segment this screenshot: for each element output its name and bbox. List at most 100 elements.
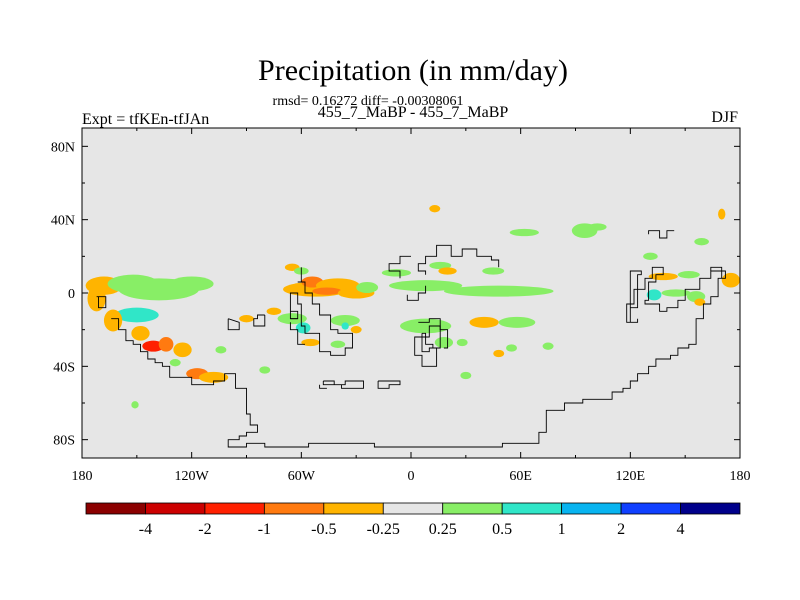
anomaly-region-60	[460, 371, 472, 380]
x-tick-label: 60W	[288, 469, 316, 484]
anomaly-region-26	[389, 280, 463, 292]
colorbar-label: 0.25	[429, 521, 457, 538]
anomaly-region-47	[295, 322, 311, 334]
anomaly-region-29	[429, 261, 452, 270]
colorbar-label: -2	[198, 521, 211, 538]
anomaly-region-30	[438, 267, 457, 275]
season-label: DJF	[711, 109, 738, 126]
colorbar-swatch-10	[680, 502, 741, 515]
coastline-15	[648, 230, 675, 239]
anomaly-region-39	[694, 238, 709, 246]
anomaly-region-6	[103, 309, 123, 332]
anomaly-region-17	[266, 307, 282, 316]
coastline-4	[289, 322, 305, 345]
colorbar-swatch-5	[382, 502, 444, 515]
anomaly-region-16	[239, 315, 254, 323]
x-tick-label: 180	[730, 469, 751, 484]
coastline-8	[418, 318, 449, 349]
anomaly-region-12	[198, 371, 229, 383]
anomaly-region-45	[694, 298, 706, 306]
coastline-9	[253, 314, 266, 327]
anomaly-region-50	[301, 338, 320, 347]
anomaly-region-4	[169, 276, 214, 292]
anomaly-region-9	[158, 337, 174, 352]
anomaly-fields	[85, 205, 740, 409]
anomaly-region-36	[643, 252, 658, 260]
experiment-label: Expt = tfKEn-tfJAn	[82, 111, 210, 128]
anomaly-region-28	[381, 269, 411, 277]
coastline-11	[319, 384, 327, 389]
anomaly-region-57	[493, 349, 505, 358]
anomaly-region-52	[400, 318, 452, 334]
coastline-layer	[96, 230, 726, 448]
anomaly-region-51	[330, 340, 346, 349]
anomaly-region-62	[350, 326, 362, 334]
y-tick-label: 40S	[53, 360, 75, 375]
y-axis: 80N 40N 0 40S 80S	[51, 140, 740, 449]
anomaly-region-56	[456, 338, 468, 347]
coastline-16	[710, 266, 723, 279]
anomaly-region-58	[506, 344, 518, 352]
colorbar-swatch-8	[561, 502, 622, 515]
colorbar-swatch-0	[85, 502, 146, 515]
colorbar-label: 1	[558, 521, 566, 538]
colorbar-swatch-1	[145, 502, 206, 515]
colorbar-swatch-2	[204, 502, 265, 515]
coastline-13	[388, 255, 411, 279]
colorbar-label: -0.25	[367, 521, 400, 538]
colorbar-label: 4	[677, 521, 685, 538]
anomaly-region-8	[142, 340, 165, 352]
anomaly-region-35	[588, 223, 607, 231]
colorbar-label: -0.5	[311, 521, 336, 538]
x-tick-label: 60E	[509, 469, 532, 484]
anomaly-region-33	[429, 205, 441, 213]
x-axis: 180 120W 60W 0 60E 120E 180	[72, 128, 751, 484]
anomaly-region-25	[356, 282, 379, 293]
anomaly-region-54	[469, 316, 499, 328]
colorbar-label: -1	[258, 521, 271, 538]
y-tick-label: 0	[68, 287, 75, 302]
anomaly-region-32	[509, 228, 539, 237]
coastline-14	[406, 285, 427, 301]
colorbar-swatch-7	[501, 502, 563, 515]
coastline-6	[377, 380, 401, 389]
anomaly-region-55	[498, 316, 536, 328]
colorbar-swatch-9	[620, 502, 681, 515]
anomaly-region-7	[131, 326, 150, 341]
anomaly-region-31	[482, 267, 505, 275]
stats-line: rmsd= 0.16272 diff= -0.00308061	[272, 94, 464, 109]
anomaly-region-59	[542, 342, 554, 350]
x-tick-label: 180	[72, 469, 93, 484]
anomaly-region-40	[718, 208, 726, 220]
colorbar-swatch-3	[263, 502, 325, 515]
coastline-1	[111, 266, 726, 448]
coastline-2	[289, 281, 353, 356]
anomaly-region-44	[721, 272, 740, 288]
y-tick-label: 80N	[51, 140, 75, 155]
chart-title: Precipitation (in mm/day)	[258, 54, 568, 87]
anomaly-region-1	[87, 285, 106, 312]
y-tick-label: 80S	[53, 434, 75, 449]
colorbar: -4 -2 -1 -0.5 -0.25 0.25 0.5 1 2 4	[85, 502, 741, 538]
anomaly-region-42	[646, 289, 662, 301]
colorbar-label: 2	[617, 521, 625, 538]
coastline-7	[414, 325, 441, 367]
x-tick-label: 0	[408, 469, 415, 484]
anomaly-region-53	[434, 337, 454, 348]
anomaly-region-13	[169, 359, 181, 367]
coastline-12	[417, 244, 500, 275]
case-label: 455_7_MaBP - 455_7_MaBP	[317, 104, 509, 121]
x-tick-label: 120W	[175, 469, 210, 484]
coastline-10	[227, 318, 240, 331]
colorbar-label: 0.5	[492, 521, 512, 538]
anomaly-region-10	[173, 342, 192, 358]
colorbar-label: -4	[139, 521, 152, 538]
anomaly-region-23	[312, 287, 342, 295]
colorbar-swatch-4	[323, 502, 384, 515]
coastline-5	[322, 380, 364, 389]
anomaly-region-15	[131, 401, 139, 409]
anomaly-region-5	[114, 307, 159, 323]
anomaly-region-38	[677, 271, 700, 279]
colorbar-swatch-6	[442, 502, 503, 515]
